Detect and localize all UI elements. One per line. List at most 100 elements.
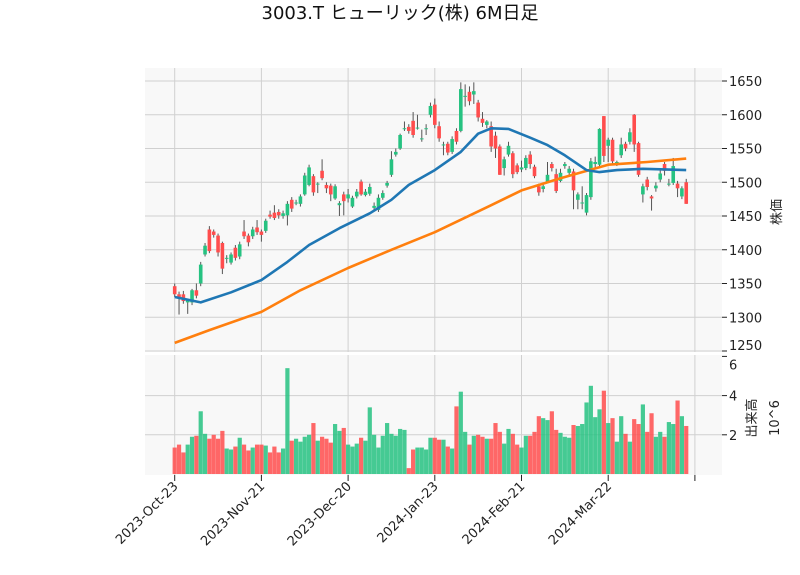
volume-bar <box>289 440 294 474</box>
volume-bars <box>172 368 689 474</box>
candle-down <box>220 243 225 269</box>
volume-bar <box>528 435 533 474</box>
candle-up <box>298 196 303 204</box>
volume-bar <box>233 446 238 474</box>
volume-bar <box>306 434 312 474</box>
candle-down <box>341 194 346 202</box>
volume-bar <box>445 446 450 474</box>
volume-bar <box>610 418 615 474</box>
volume-bar <box>207 438 212 474</box>
candle-up <box>580 202 584 204</box>
volume-bar <box>575 425 580 474</box>
volume-bar <box>393 435 398 474</box>
volume-bar <box>398 428 403 474</box>
candle-up <box>380 193 385 198</box>
volume-bar <box>272 446 277 474</box>
volume-bar <box>623 433 628 474</box>
candle-up <box>203 245 207 255</box>
volume-bar <box>506 428 511 474</box>
candle-down <box>636 143 641 175</box>
candle-down <box>537 186 541 193</box>
candle-up <box>402 128 407 130</box>
volume-bar <box>684 425 689 474</box>
candle-up <box>654 185 658 189</box>
candle-down <box>493 135 498 149</box>
candle-up <box>502 159 506 169</box>
volume-bar <box>619 416 624 474</box>
price-tick-label: 1500 <box>729 176 762 191</box>
candle-down <box>411 120 415 135</box>
volume-bar <box>328 442 333 474</box>
ma-long-line <box>174 157 687 345</box>
volume-bar <box>497 431 502 474</box>
price-tick-label: 1550 <box>729 143 762 158</box>
volume-tick-label: 6 <box>729 358 737 373</box>
candle-up <box>450 139 454 152</box>
volume-bar <box>419 447 424 474</box>
volume-bar <box>515 444 520 474</box>
volume-bar <box>211 434 216 474</box>
volume-bar <box>476 434 481 474</box>
candle-down <box>476 102 480 118</box>
candle-down <box>632 114 637 145</box>
volume-bar <box>237 437 242 474</box>
volume-bar <box>363 440 368 474</box>
volume-bar <box>181 452 186 474</box>
candle-up <box>506 145 511 155</box>
price-tick-label: 1300 <box>729 311 762 326</box>
candle-down <box>467 91 472 102</box>
candle-up <box>224 257 229 259</box>
candle-up <box>363 191 368 196</box>
volume-bar <box>614 441 619 474</box>
volume-bar <box>220 430 225 474</box>
candle-up <box>441 144 446 146</box>
candle-up <box>584 195 589 213</box>
volume-bar <box>597 409 602 474</box>
volume-bar <box>627 441 632 474</box>
candle-up <box>485 121 489 125</box>
volume-scale-label: 10^6 <box>768 400 783 436</box>
candle-up <box>563 164 567 167</box>
candle-up <box>294 202 298 204</box>
candle-up <box>354 191 359 197</box>
candle-up <box>524 157 528 169</box>
candle-up <box>519 167 524 170</box>
candle-down <box>255 227 259 233</box>
volume-bar <box>653 436 658 474</box>
volume-bar <box>636 424 641 474</box>
volume-bar <box>480 436 485 474</box>
volume-bar <box>493 423 498 474</box>
candle-down <box>433 104 437 125</box>
volume-bar <box>411 449 416 474</box>
candle-down <box>498 146 502 175</box>
x-tick-label: 2024-Mar-22 <box>546 479 615 548</box>
volume-bar <box>246 450 251 474</box>
volume-bar <box>241 444 247 474</box>
candle-up <box>315 183 320 185</box>
moving-averages <box>174 127 687 345</box>
volume-bar <box>298 441 303 474</box>
volume-bar <box>406 468 411 474</box>
candle-up <box>419 138 424 140</box>
volume-bar <box>580 424 585 474</box>
volume-bar <box>584 402 589 474</box>
candle-down <box>515 165 519 173</box>
volume-bar <box>536 416 541 474</box>
volume-bar <box>254 444 260 474</box>
candle-up <box>619 144 624 156</box>
candle-down <box>532 166 537 177</box>
candle-up <box>589 161 593 198</box>
candle-up <box>606 139 610 146</box>
candle-down <box>480 118 485 123</box>
candle-down <box>406 126 411 131</box>
candle-down <box>207 229 212 252</box>
candle-up <box>190 290 194 303</box>
volume-bar <box>346 444 351 474</box>
candle-up <box>385 182 389 186</box>
candle-down <box>177 294 181 298</box>
volume-bar <box>437 439 442 474</box>
candle-down <box>211 231 216 235</box>
candle-up <box>185 300 190 303</box>
candle-down <box>528 154 532 165</box>
volume-bar <box>484 438 489 474</box>
